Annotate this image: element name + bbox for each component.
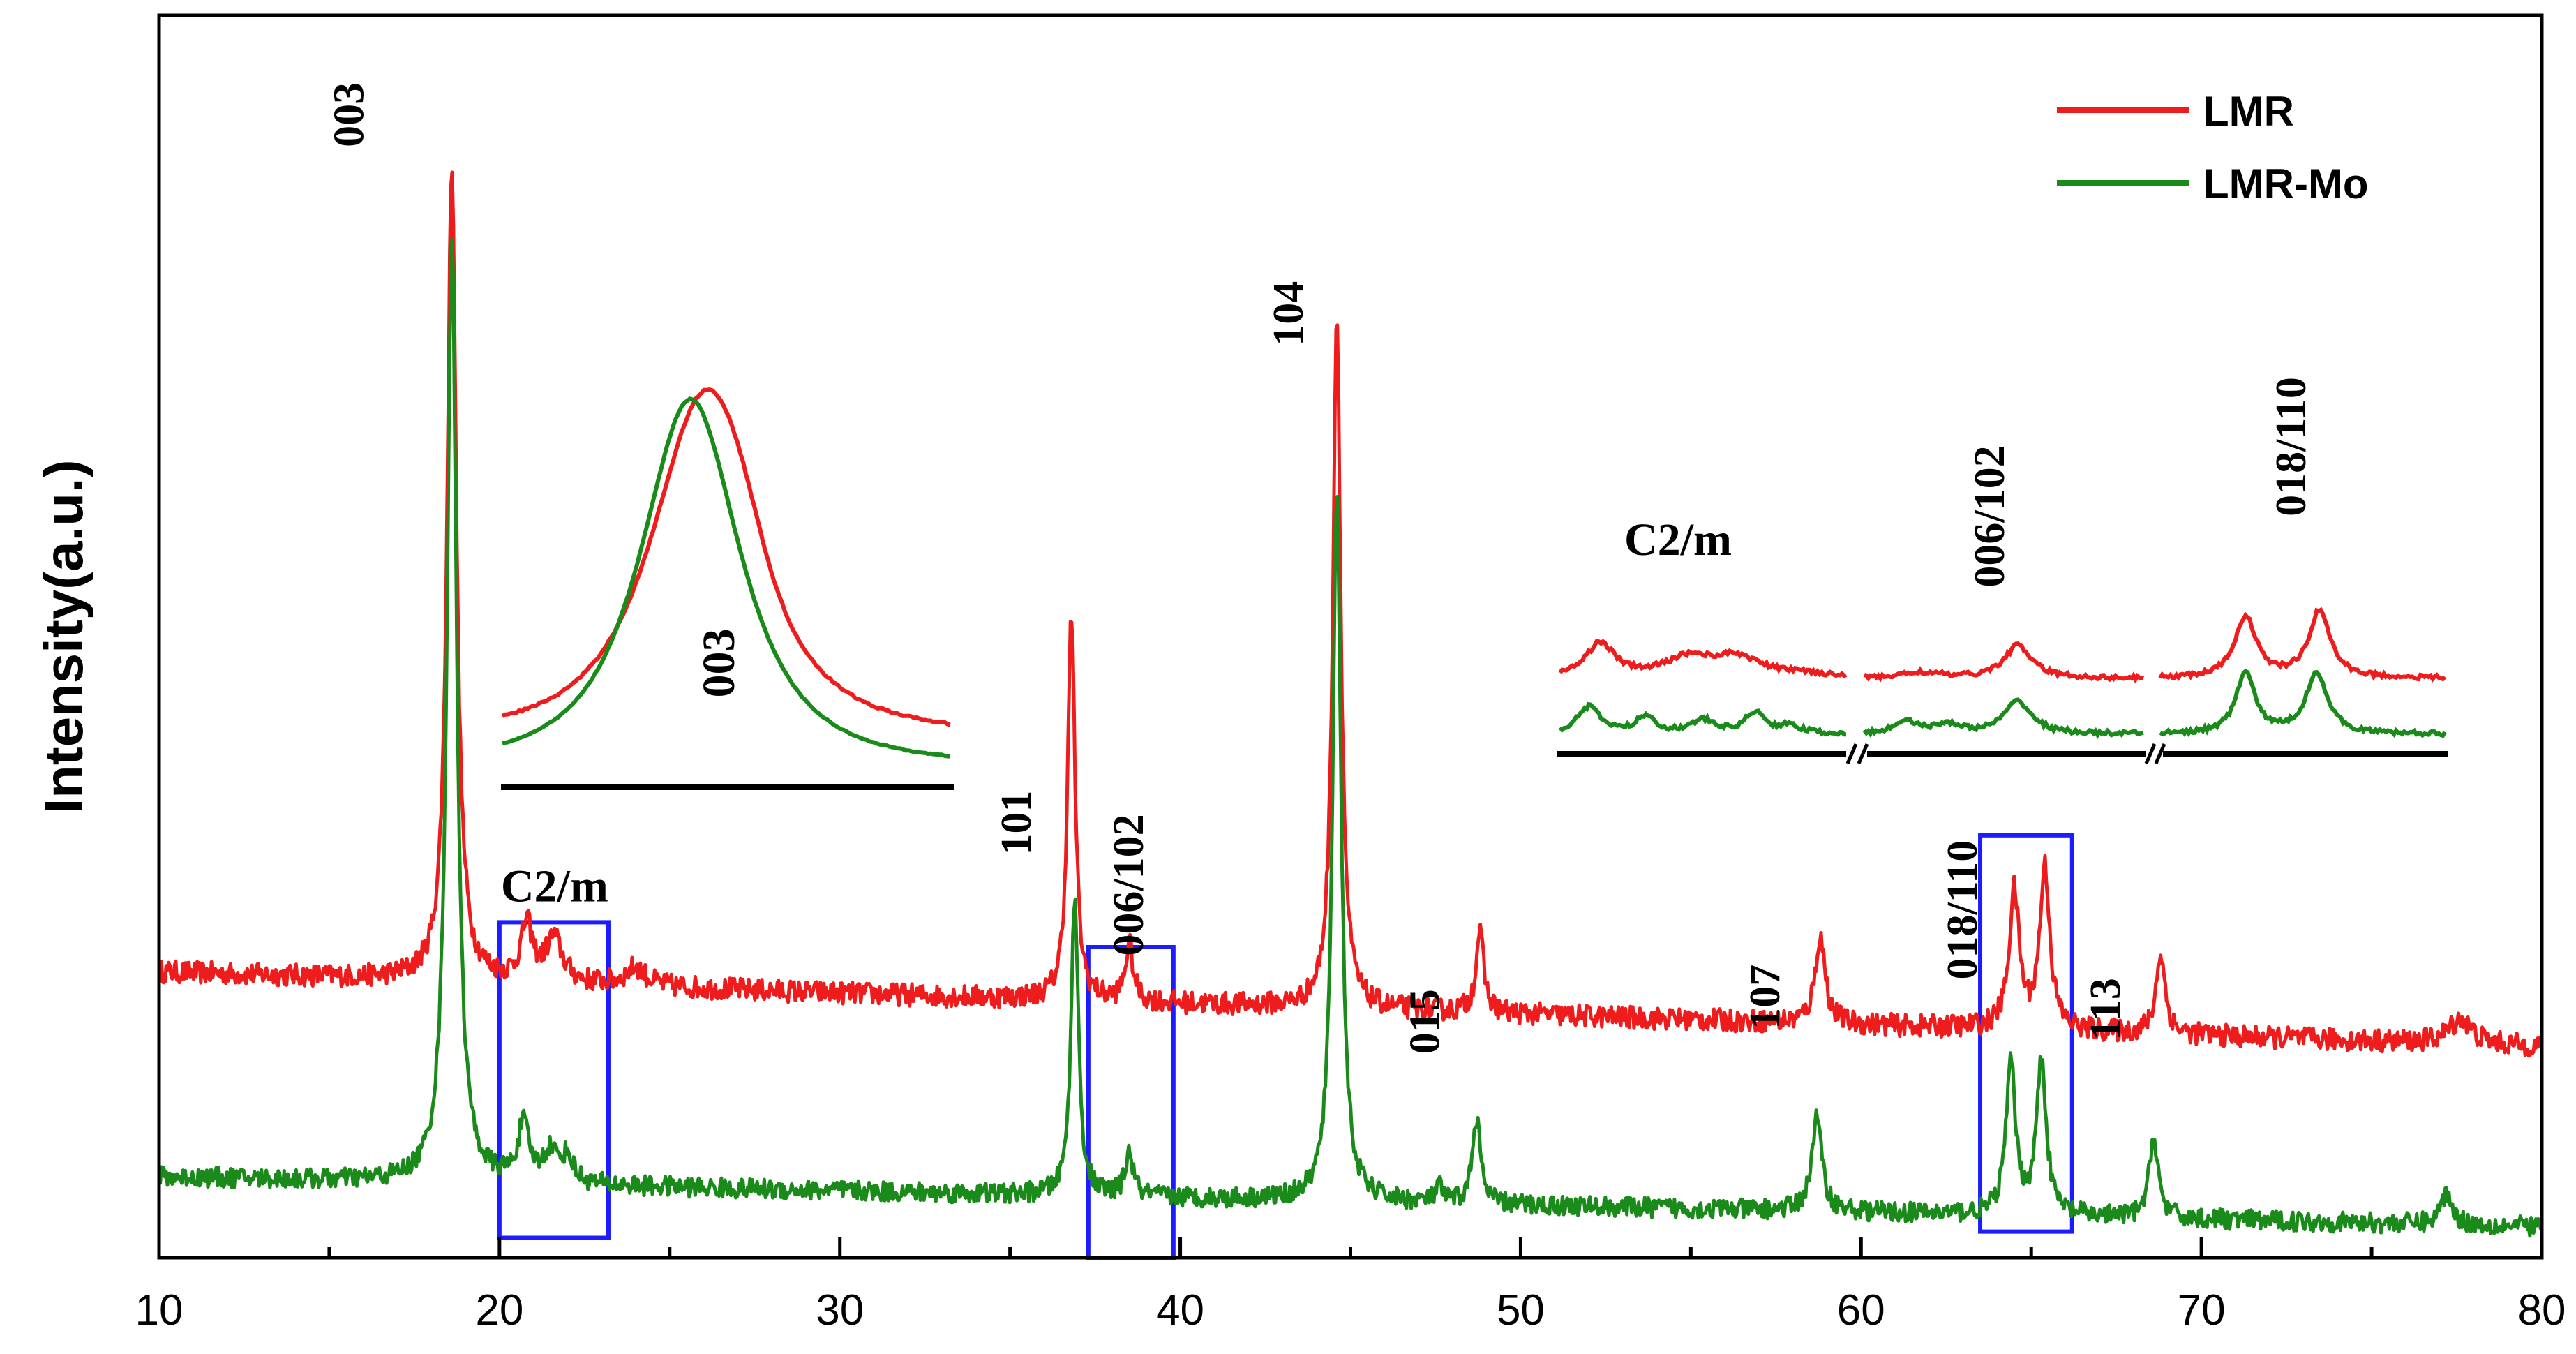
inset-weak-curves bbox=[1558, 607, 2447, 740]
legend-label-lmr-mo: LMR-Mo bbox=[2203, 161, 2369, 207]
data-layer: C2/m 003 101 006/102 104 015 107 018/110 113 bbox=[157, 82, 2544, 1260]
series-layer bbox=[157, 170, 2544, 1238]
region-box bbox=[497, 920, 611, 1240]
inset-weak-curve-lmr-mo bbox=[1862, 697, 2144, 740]
x-axis-ticks: 10 20 30 40 50 60 70 80 bbox=[135, 1237, 2566, 1334]
region-box-label: C2/m bbox=[501, 861, 608, 912]
inset-018-110-label: 018/110 bbox=[2268, 377, 2315, 516]
x-tick-label: 80 bbox=[2518, 1286, 2566, 1334]
inset-003-curves bbox=[501, 387, 951, 759]
x-tick-label: 30 bbox=[816, 1286, 864, 1334]
inset-weak-reflections: C2/m 006/102 018/110 bbox=[1557, 377, 2448, 764]
series-line-lmr-mo bbox=[158, 237, 2543, 1238]
inset-003-curve-lmr-mo bbox=[502, 396, 951, 759]
x-tick-label: 60 bbox=[1837, 1286, 1885, 1334]
x-tick-label: 10 bbox=[135, 1286, 184, 1334]
peak-label: 101 bbox=[993, 791, 1040, 856]
x-tick-label: 20 bbox=[475, 1286, 523, 1334]
peak-labels: 003 101 006/102 104 015 107 018/110 113 bbox=[326, 82, 2129, 1054]
peak-label: 113 bbox=[2082, 978, 2129, 1041]
inset-003: 003 bbox=[501, 387, 954, 790]
x-tick-label: 40 bbox=[1156, 1286, 1204, 1334]
legend: LMR LMR-Mo bbox=[2057, 88, 2369, 207]
peak-label: 107 bbox=[1742, 965, 1789, 1029]
inset-weak-curve-lmr bbox=[1864, 641, 2144, 684]
inset-003-label: 003 bbox=[694, 629, 744, 698]
inset-c2m-label: C2/m bbox=[1624, 514, 1732, 565]
inset-003-curve-lmr bbox=[501, 387, 951, 727]
inset-weak-curve-lmr bbox=[2158, 607, 2447, 683]
x-tick-label: 70 bbox=[2178, 1286, 2226, 1334]
peak-label: 003 bbox=[326, 82, 373, 147]
peak-label: 006/102 bbox=[1105, 814, 1153, 955]
plot-frame bbox=[157, 13, 2544, 1260]
x-tick-label: 50 bbox=[1497, 1286, 1545, 1334]
peak-label: 104 bbox=[1265, 281, 1312, 346]
inset-weak-curve-lmr-mo bbox=[2159, 669, 2447, 738]
axis-break-marks bbox=[1845, 743, 2166, 764]
peak-label: 015 bbox=[1401, 989, 1448, 1054]
inset-weak-curve-lmr bbox=[1558, 638, 1848, 678]
series-line-lmr bbox=[157, 170, 2544, 1058]
peak-label: 018/110 bbox=[1939, 840, 1986, 980]
inset-weak-curve-lmr-mo bbox=[1558, 701, 1846, 737]
inset-006-102-label: 006/102 bbox=[1966, 445, 2014, 587]
y-axis-title: Intensity(a.u.) bbox=[33, 459, 94, 813]
legend-label-lmr: LMR bbox=[2203, 88, 2294, 135]
